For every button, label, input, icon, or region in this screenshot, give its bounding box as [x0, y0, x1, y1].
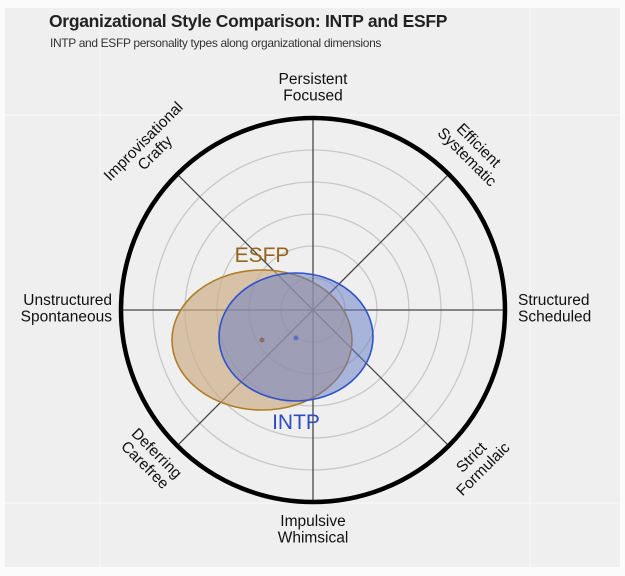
chart-title: Organizational Style Comparison: INTP an…	[49, 11, 448, 31]
outer-circle	[118, 115, 508, 505]
axis-label-improvisational-crafty: ImprovisationalCrafty	[101, 99, 198, 196]
series-centroid-esfp	[259, 337, 265, 343]
axis-label-persistent-focused: Persistent Focused	[279, 71, 349, 105]
axis-label-structured-scheduled: Structured Scheduled	[518, 292, 591, 326]
axis-label-unstructured-spontaneous: Unstructured Spontaneous	[21, 292, 113, 326]
axis-label-strict-formulaic: StrictFormulaic	[442, 427, 514, 499]
axis-label-impulsive-whimsical: Impulsive Whimsical	[278, 513, 349, 547]
series-label-esfp: ESFP	[235, 244, 290, 267]
series-centroid-intp	[293, 335, 299, 341]
chart-subtitle: INTP and ESFP personality types along or…	[50, 36, 382, 50]
axis-label-deferring-carefree: DeferringCarefree	[116, 425, 185, 494]
axis-label-efficient-systematic: EfficientSystematic	[434, 113, 511, 190]
series-label-intp: INTP	[272, 411, 320, 434]
